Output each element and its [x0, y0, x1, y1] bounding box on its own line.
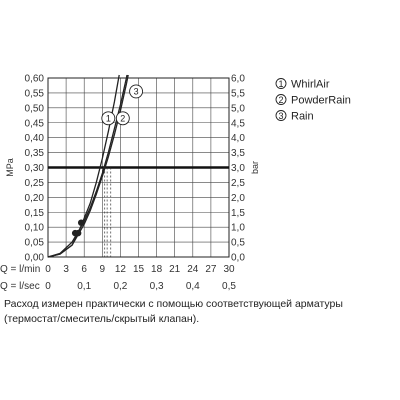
legend: 1 WhirlAir 2 PowderRain 3 Rain [275, 78, 351, 123]
y-right-tick-label: 4,5 [231, 118, 245, 129]
legend-marker-number: 3 [278, 111, 283, 121]
y-left-tick-label: 0,20 [25, 193, 45, 204]
curve-marker-circle [129, 84, 144, 99]
y-left-ticks: 0,00 0,05 0,10 0,15 0,20 0,25 0,30 0,35 0,40 0,45… [25, 74, 45, 264]
legend-entry: Rain [291, 111, 314, 123]
legend-entry: PowderRain [291, 95, 351, 107]
y-right-tick-label: 5,5 [231, 88, 245, 99]
series-curves [47, 74, 129, 258]
y-right-ticks: 0,0 0,5 1,0 1,5 2,0 2,5 3,0 3,5 4,0 4,5 5,0 5,5 6,0 [231, 74, 245, 264]
x-ticks: Q = l/min 0 3 6 9 12 15 18 21 24 27 30 Q = l/sec 0 0,1… [0, 264, 236, 292]
y-right-tick-label: 1,5 [231, 208, 245, 219]
y-left-tick-label: 0,05 [25, 238, 45, 249]
legend-marker-circle [275, 78, 287, 89]
x-tick-label: 0,5 [222, 281, 236, 292]
y-left-axis-label: MPa [5, 158, 15, 177]
x-tick-label: 18 [151, 264, 163, 275]
flow-pressure-chart: MPa bar 0,000,050,100,150,200,250,300,350… [0, 74, 351, 293]
operating-point [77, 219, 85, 226]
x-tick-label: 12 [115, 264, 127, 275]
series-line [47, 74, 120, 258]
x-row-label: Q = l/sec [0, 281, 40, 292]
x-tick-label: 0,2 [113, 281, 127, 292]
y-left-tick-label: 0,15 [25, 208, 45, 219]
y-right-tick-label: 5,0 [231, 103, 245, 114]
x-tick-label: 24 [187, 264, 199, 275]
x-tick-label: 15 [133, 264, 145, 275]
y-right-tick-label: 6,0 [231, 74, 245, 85]
x-tick-label: 30 [223, 264, 235, 275]
y-right-tick-label: 0,0 [231, 253, 245, 264]
y-right-axis-label: bar [250, 161, 260, 174]
x-tick-label: 21 [169, 264, 181, 275]
curve-marker-circle [101, 111, 116, 126]
series-line [47, 74, 129, 258]
y-right-tick-label: 2,0 [231, 193, 245, 204]
x-tick-label: 9 [100, 264, 106, 275]
x-tick-label: 0 [45, 264, 51, 275]
y-left-tick-label: 0,55 [25, 88, 45, 99]
series-line [47, 74, 128, 258]
x-tick-label: 0,3 [150, 281, 164, 292]
y-right-tick-label: 2,5 [231, 178, 245, 189]
legend-marker-circle [275, 110, 287, 121]
x-tick-label: 0 [45, 281, 51, 292]
legend-marker-number: 2 [278, 95, 283, 105]
y-right-tick-label: 0,5 [231, 238, 245, 249]
x-tick-label: 6 [81, 264, 87, 275]
y-left-tick-label: 0,45 [25, 118, 45, 129]
y-left-tick-label: 0,60 [25, 74, 45, 85]
y-right-tick-label: 1,0 [231, 223, 245, 234]
x-tick-label: 0,4 [186, 281, 200, 292]
y-left-tick-label: 0,30 [25, 163, 45, 174]
x-row-label: Q = l/min [0, 264, 40, 275]
y-right-tick-label: 4,0 [231, 133, 245, 144]
curve-marker-circle [115, 111, 130, 126]
curve-marker-number: 1 [106, 113, 111, 123]
y-left-tick-label: 0,35 [25, 148, 45, 159]
curve-marker-number: 2 [120, 113, 125, 123]
x-tick-label: 27 [205, 264, 217, 275]
y-left-tick-label: 0,10 [25, 223, 45, 234]
legend-marker-circle [275, 94, 287, 105]
legend-marker-number: 1 [278, 79, 283, 89]
y-left-tick-label: 0,00 [25, 253, 45, 264]
footnote: Расход измерен практически с помощью соо… [4, 298, 343, 325]
legend-entry: WhirlAir [291, 79, 330, 91]
curve-markers: 1 2 3 [101, 84, 144, 126]
y-right-tick-label: 3,0 [231, 163, 245, 174]
y-left-tick-label: 0,50 [25, 103, 45, 114]
y-left-tick-label: 0,25 [25, 178, 45, 189]
x-tick-label: 3 [63, 264, 69, 275]
operating-point [71, 229, 79, 237]
axes: MPa bar [5, 77, 260, 258]
x-tick-label: 0,1 [77, 281, 91, 292]
y-right-tick-label: 3,5 [231, 148, 245, 159]
y-left-tick-label: 0,40 [25, 133, 45, 144]
curve-marker-number: 3 [134, 87, 139, 97]
